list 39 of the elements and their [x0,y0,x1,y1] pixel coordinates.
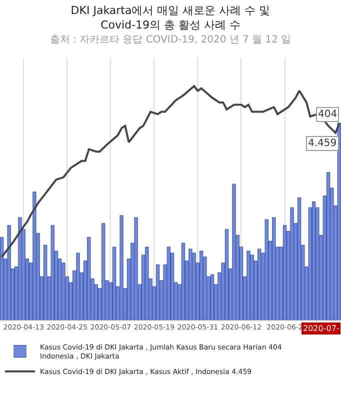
bar [232,184,236,320]
bar [312,202,316,320]
bar [18,217,22,320]
bar [62,262,66,320]
bar [156,264,160,320]
bar [0,236,4,320]
bar [272,217,276,320]
bar [224,229,229,320]
bar [210,274,214,320]
bar [134,217,138,320]
bar [120,215,124,320]
bar [112,246,116,320]
bar [258,248,262,320]
bar [199,250,204,320]
bar [87,236,91,320]
bar [264,219,268,320]
text: 2020-07- [303,324,340,333]
annotation: 404 [318,109,338,120]
bar [181,242,186,320]
bar [246,250,250,320]
bar [7,225,11,320]
bar [337,122,341,320]
bar [188,248,192,320]
bar [282,225,287,320]
chart-subtitle: 출처 : 자카르타 응답 COVID-19, 2020 년 7 월 12 일 [50,34,292,46]
bar [145,246,149,320]
annotation: 4.459 [308,138,337,149]
bar [166,246,171,320]
bar [50,225,54,320]
bar [326,172,330,320]
bar [102,223,106,320]
bar [290,207,294,320]
bar [76,252,80,320]
bar [297,198,302,320]
bar [192,252,196,320]
bar [44,244,48,320]
bar [32,192,36,320]
bar [250,254,254,320]
chart-title: DKI Jakarta에서 매일 새로운 사례 수 및 Covid-19의 총 활성 사례 수 [70,4,270,32]
